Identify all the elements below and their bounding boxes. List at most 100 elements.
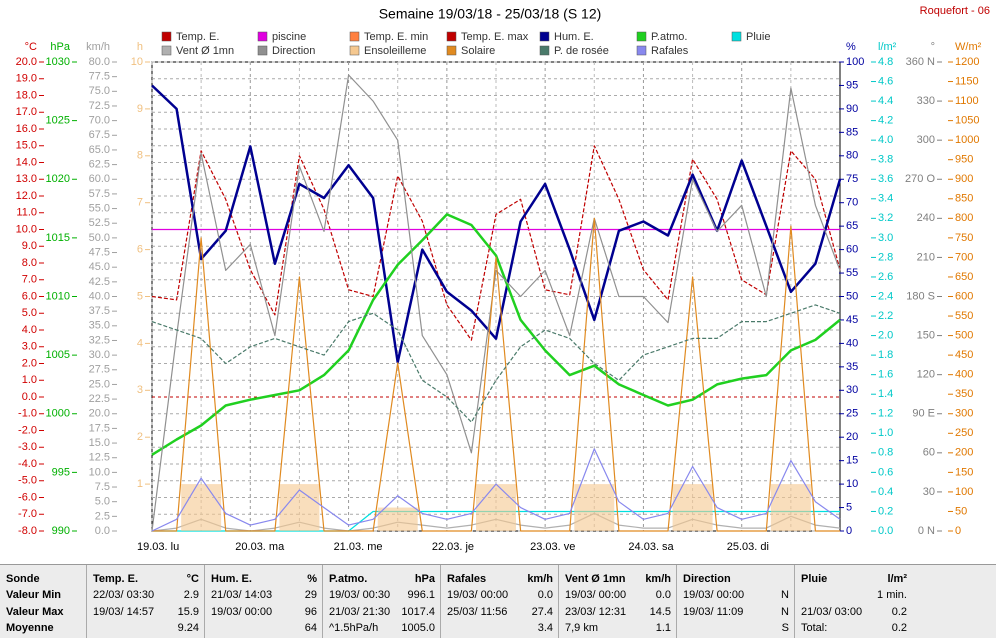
y-tick-label: 700: [955, 251, 973, 263]
y-tick-label: 1.0: [878, 427, 893, 439]
block-unit: km/h: [527, 573, 553, 585]
y-tick-label: 19.0: [16, 73, 37, 85]
y-tick-label: 15: [846, 455, 858, 467]
y-tick-label: 57.5: [89, 188, 110, 200]
axis-title: °: [931, 41, 935, 53]
y-tick-label: 13.0: [16, 173, 37, 185]
y-tick-label: -8.0: [18, 525, 37, 537]
block-unit: km/h: [645, 573, 671, 585]
stat-cell: 23/03/ 12:31: [565, 606, 627, 618]
x-tick-label: 22.03. je: [432, 541, 474, 553]
y-tick-label: 60.0: [89, 173, 110, 185]
y-tick-label: 1050: [955, 115, 979, 127]
y-tick-label: 1025: [46, 115, 70, 127]
y-tick-label: 4: [137, 337, 143, 349]
stat-cell: 3.4: [537, 622, 553, 634]
y-tick-label: 240: [917, 212, 935, 224]
legend-label: piscine: [272, 31, 306, 43]
y-tick-label: 47.5: [89, 246, 110, 258]
y-tick-label: 65: [846, 220, 858, 232]
block-header: Vent Ø 1mn km/h: [565, 571, 671, 587]
legend-label: Temp. E. max: [461, 31, 529, 43]
stat-cell: 7,9 km: [565, 622, 599, 634]
y-tick-label: 1150: [955, 75, 979, 87]
stat-block: Pluie l/m² 1 min. 21/03/ 03:00 0.2 Total: 0.2: [794, 565, 913, 638]
y-tick-label: 1.6: [878, 369, 893, 381]
axis-title: °C: [25, 41, 37, 53]
y-tick-label: 45: [846, 314, 858, 326]
y-tick-label: 20.0: [89, 408, 110, 420]
series-line: [151, 304, 841, 423]
stat-row: ^1.5hPa/h 1005.0: [329, 620, 435, 636]
y-tick-label: 22.5: [89, 393, 110, 405]
y-tick-label: 250: [955, 427, 973, 439]
legend-swatch: [731, 31, 742, 42]
stat-row: 25/03/ 11:56 27.4: [447, 604, 553, 620]
y-tick-label: 1.0: [22, 374, 37, 386]
y-tick-label: 500: [955, 329, 973, 341]
y-tick-label: 60: [923, 447, 935, 459]
stat-cell: 22/03/ 03:30: [93, 589, 155, 601]
y-tick-label: 0.2: [878, 505, 893, 517]
x-tick-label: 25.03. di: [727, 541, 769, 553]
stat-row: 19/03/ 00:00 0.0: [565, 587, 671, 603]
stat-cell: 19/03/ 00:30: [329, 589, 391, 601]
stat-block: Temp. E. °C 22/03/ 03:30 2.9 19/03/ 14:57 15.…: [86, 565, 205, 638]
y-tick-label: 3.4: [878, 193, 893, 205]
series-line: [151, 213, 841, 456]
y-tick-label: 40.0: [89, 290, 110, 302]
y-tick-label: 17.5: [89, 422, 110, 434]
y-tick-label: 62.5: [89, 159, 110, 171]
stat-row: 21/03/ 21:30 1017.4: [329, 604, 435, 620]
legend-label: Vent Ø 1mn: [176, 45, 234, 57]
grid: [151, 61, 840, 532]
bar: [476, 484, 516, 531]
y-tick-label: 995: [52, 466, 70, 478]
block-header: P.atmo. hPa: [329, 571, 435, 587]
y-tick-label: 12.0: [16, 190, 37, 202]
y-tick-label: 210: [917, 251, 935, 263]
y-tick-label: 0.0: [22, 391, 37, 403]
block-title: Vent Ø 1mn: [565, 573, 626, 585]
bar: [279, 484, 320, 531]
y-tick-label: 1100: [955, 95, 979, 107]
block-unit: hPa: [414, 573, 435, 585]
y-tick-label: 650: [955, 271, 973, 283]
y-tick-label: 1030: [46, 56, 70, 68]
legend-label: Ensoleilleme: [364, 45, 426, 57]
y-tick-label: 2.4: [878, 290, 893, 302]
y-tick-label: 600: [955, 290, 973, 302]
y-tick-label: 5.0: [95, 496, 110, 508]
y-tick-label: 3: [137, 384, 143, 396]
y-tick-label: -1.0: [18, 408, 37, 420]
block-title: Rafales: [447, 573, 487, 585]
chart-title: Semaine 19/03/18 - 25/03/18 (S 12): [379, 6, 602, 22]
legend-swatch: [161, 31, 172, 42]
y-tick-label: 4.0: [22, 324, 37, 336]
y-tick-label: 25: [846, 408, 858, 420]
y-tick-label: 8: [137, 150, 143, 162]
y-tick-label: -5.0: [18, 475, 37, 487]
legend-label: Temp. E.: [176, 31, 219, 43]
stat-row: 22/03/ 03:30 2.9: [93, 587, 199, 603]
y-tick-label: 55.0: [89, 202, 110, 214]
y-tick-label: 850: [955, 193, 973, 205]
stat-row: 19/03/ 00:00 N: [683, 587, 789, 603]
legend-label: Temp. E. min: [364, 31, 428, 43]
bar: [181, 484, 222, 531]
axis-title: l/m²: [878, 41, 897, 53]
bar: [377, 507, 418, 531]
y-tick-label: 300: [955, 408, 973, 420]
y-tick-label: 120: [917, 369, 935, 381]
y-tick-label: 30: [923, 486, 935, 498]
station-name: Roquefort - 06: [920, 5, 990, 17]
axis-title: W/m²: [955, 41, 982, 53]
legend-label: Rafales: [651, 45, 689, 57]
y-tick-label: 20.0: [16, 56, 37, 68]
y-tick-label: 12.5: [89, 452, 110, 464]
y-tick-label: 5: [137, 290, 143, 302]
y-tick-label: 400: [955, 369, 973, 381]
y-tick-label: 550: [955, 310, 973, 322]
stat-cell: 1 min.: [877, 589, 907, 601]
stat-cell: ^1.5hPa/h: [329, 622, 379, 634]
